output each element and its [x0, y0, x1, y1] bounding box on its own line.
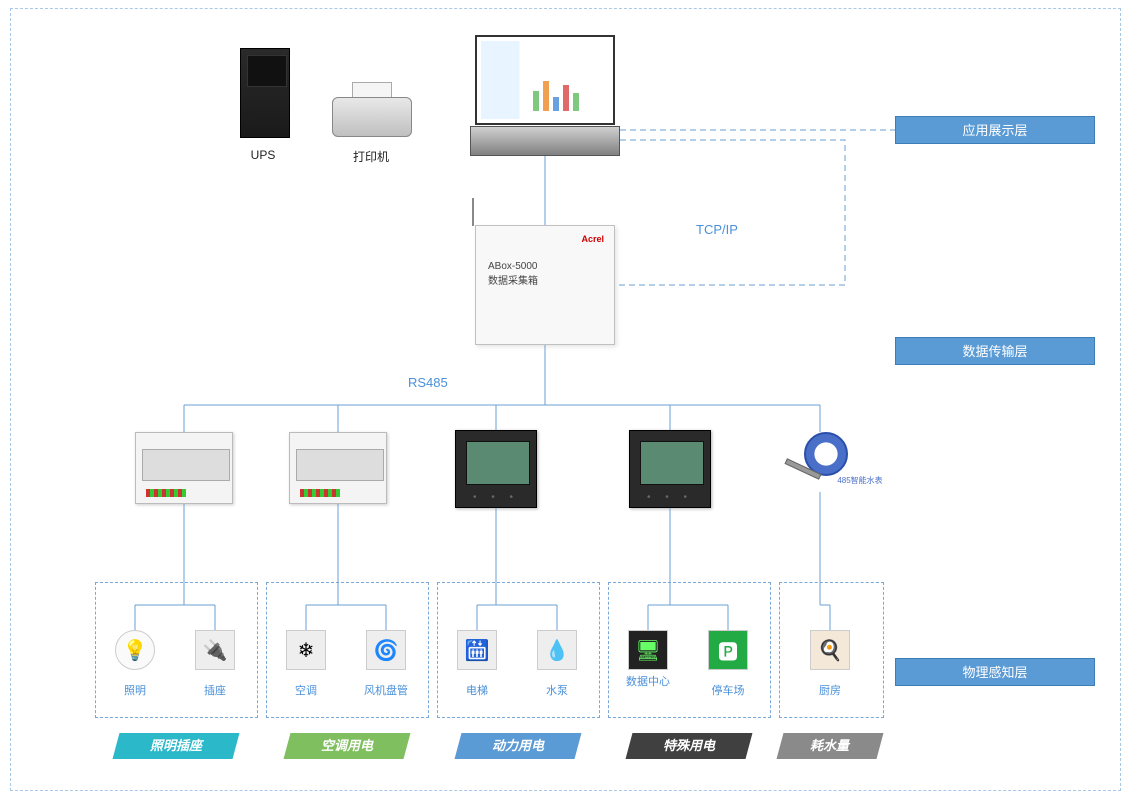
- meter-lighting: [135, 432, 233, 504]
- cat-lighting: 照明插座: [113, 733, 240, 759]
- ups-device: [240, 48, 290, 138]
- rs485-label: RS485: [408, 375, 448, 390]
- lbl-kitchen: 厨房: [810, 682, 850, 698]
- lbl-pump: 水泵: [537, 682, 577, 698]
- printer-label: 打印机: [336, 148, 406, 165]
- lbl-socket: 插座: [195, 682, 235, 698]
- icon-elevator: 🛗: [457, 630, 497, 670]
- cat-power: 动力用电: [455, 733, 582, 759]
- meter-hvac: [289, 432, 387, 504]
- icon-parking: 🅿: [708, 630, 748, 670]
- water-note: 485智能水表: [830, 475, 890, 486]
- layer-physical-label: 物理感知层: [895, 658, 1095, 686]
- layer-app-label: 应用展示层: [895, 116, 1095, 144]
- ups-label: UPS: [228, 148, 298, 162]
- icon-fancoil: 🌀: [366, 630, 406, 670]
- icon-pump: 💧: [537, 630, 577, 670]
- lbl-elevator: 电梯: [457, 682, 497, 698]
- icon-lighting: 💡: [115, 630, 155, 670]
- server-monitor: [475, 35, 615, 125]
- server-box: [470, 126, 620, 156]
- printer-device: [332, 82, 412, 137]
- cat-hvac: 空调用电: [284, 733, 411, 759]
- lbl-fancoil: 风机盘管: [358, 682, 414, 698]
- icon-socket: 🔌: [195, 630, 235, 670]
- icon-datacenter: 🖥: [628, 630, 668, 670]
- icon-ac: ❄: [286, 630, 326, 670]
- cat-water: 耗水量: [777, 733, 884, 759]
- collector-model: ABox-5000 数据采集箱: [488, 261, 538, 287]
- icon-kitchen: 🍳: [810, 630, 850, 670]
- lbl-ac: 空调: [286, 682, 326, 698]
- lbl-datacenter: 数据中心: [624, 676, 672, 688]
- data-collector: Acrel ABox-5000 数据采集箱: [475, 225, 615, 345]
- collector-brand: Acrel: [581, 234, 604, 244]
- lbl-lighting: 照明: [115, 682, 155, 698]
- lbl-parking: 停车场: [704, 682, 752, 698]
- meter-special: [629, 430, 711, 508]
- cat-special: 特殊用电: [626, 733, 753, 759]
- layer-data-label: 数据传输层: [895, 337, 1095, 365]
- tcpip-label: TCP/IP: [696, 222, 738, 237]
- meter-power: [455, 430, 537, 508]
